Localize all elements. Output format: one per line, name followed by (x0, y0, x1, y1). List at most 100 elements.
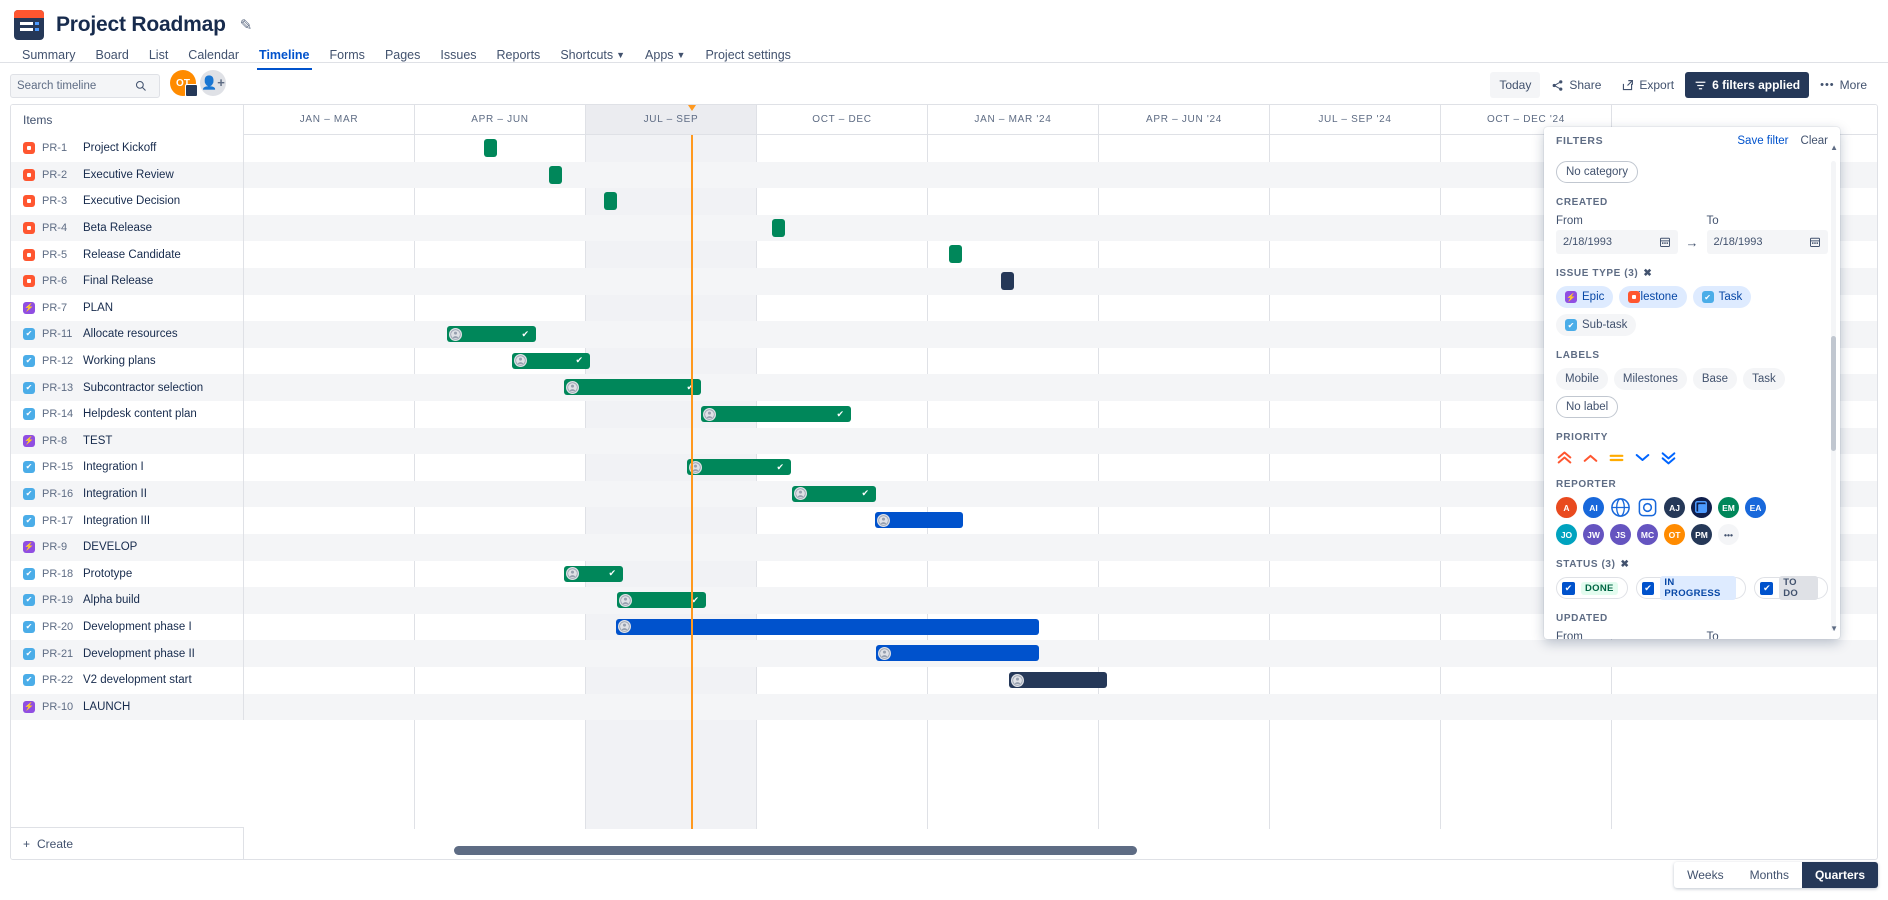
tab-forms[interactable]: Forms (320, 44, 375, 70)
row-label[interactable]: PR-17 Integration III (11, 507, 244, 534)
reporter-avatar[interactable]: ••• (1718, 524, 1739, 545)
row-label[interactable]: PR-19 Alpha build (11, 587, 244, 614)
row-label[interactable]: PR-7 PLAN (11, 294, 244, 322)
row-label[interactable]: PR-14 Helpdesk content plan (11, 401, 244, 428)
label-option[interactable]: Base (1692, 368, 1738, 390)
share-button[interactable]: Share (1542, 72, 1610, 98)
timeline-bar[interactable] (875, 512, 963, 529)
issue-type-option[interactable]: ⚡ Epic (1556, 286, 1614, 308)
timeline-bar[interactable]: ✔ (447, 326, 536, 343)
tab-list[interactable]: List (139, 44, 178, 70)
row-label[interactable]: PR-21 Development phase II (11, 640, 244, 667)
table-row[interactable]: PR-15 Integration I ✔ (11, 454, 1877, 481)
reporter-avatar[interactable]: MC (1637, 524, 1658, 545)
timeline-bar[interactable]: ✔ (792, 485, 876, 502)
issue-type-option[interactable]: Milestone (1619, 286, 1687, 308)
status-option[interactable]: ✔ IN PROGRESS (1635, 576, 1747, 600)
create-button[interactable]: + Create (11, 827, 244, 859)
reporter-avatar[interactable]: A (1556, 497, 1577, 518)
zoom-quarters[interactable]: Quarters (1801, 862, 1878, 888)
timeline-bar[interactable]: ✔ (701, 406, 851, 422)
row-label[interactable]: PR-20 Development phase I (11, 613, 244, 641)
timeline-bar[interactable]: ✔ (687, 459, 791, 476)
reporter-avatar[interactable]: JS (1610, 524, 1631, 545)
row-label[interactable]: PR-15 Integration I (11, 454, 244, 481)
today-button[interactable]: Today (1490, 72, 1541, 98)
low-priority-icon[interactable] (1634, 450, 1651, 465)
lifebuoy-icon[interactable] (1637, 497, 1658, 518)
row-label[interactable]: PR-12 Working plans (11, 347, 244, 375)
avatar[interactable]: OT (170, 70, 198, 97)
timeline-bar[interactable] (1009, 672, 1107, 688)
reporter-avatar[interactable]: EM (1718, 497, 1739, 518)
calendar-icon[interactable] (1809, 236, 1821, 248)
search-input[interactable] (17, 80, 135, 92)
row-label[interactable]: PR-4 Beta Release (11, 214, 244, 242)
table-row[interactable]: PR-7 PLAN (11, 294, 1877, 322)
filters-applied-button[interactable]: 6 filters applied (1685, 72, 1810, 98)
horizontal-scrollbar[interactable] (254, 846, 1869, 855)
label-option[interactable]: Task (1743, 368, 1785, 390)
issue-type-option[interactable]: ✔ Task (1692, 286, 1752, 308)
milestone-marker[interactable] (484, 139, 497, 157)
label-option[interactable]: Milestones (1613, 368, 1687, 390)
reporter-avatar[interactable]: AJ (1664, 497, 1685, 518)
checkbox[interactable]: ✔ (1562, 581, 1575, 595)
row-label[interactable]: PR-1 Project Kickoff (11, 135, 244, 162)
row-label[interactable]: PR-3 Executive Decision (11, 188, 244, 215)
tab-project-settings[interactable]: Project settings (695, 44, 800, 70)
lowest-priority-icon[interactable] (1660, 450, 1677, 465)
highest-priority-icon[interactable] (1556, 450, 1573, 465)
export-button[interactable]: Export (1612, 72, 1683, 98)
table-row[interactable]: PR-1 Project Kickoff (11, 135, 1877, 162)
clear-issue-type-icon[interactable]: ✖ (1643, 268, 1653, 279)
save-filter-link[interactable]: Save filter (1737, 135, 1789, 147)
row-label[interactable]: PR-22 V2 development start (11, 667, 244, 694)
reporter-avatar[interactable]: EA (1745, 497, 1766, 518)
tab-issues[interactable]: Issues (430, 44, 486, 70)
high-priority-icon[interactable] (1582, 450, 1599, 465)
table-row[interactable]: PR-22 V2 development start (11, 667, 1877, 694)
tab-board[interactable]: Board (85, 44, 138, 70)
reporter-avatar[interactable]: JW (1583, 524, 1604, 545)
table-row[interactable]: PR-20 Development phase I (11, 613, 1877, 641)
milestone-marker[interactable] (772, 218, 785, 237)
milestone-marker[interactable] (549, 165, 562, 184)
row-label[interactable]: PR-5 Release Candidate (11, 241, 244, 268)
more-button[interactable]: ••• More (1811, 72, 1876, 98)
clear-filters-link[interactable]: Clear (1800, 135, 1828, 147)
tab-calendar[interactable]: Calendar (178, 44, 249, 70)
checkbox[interactable]: ✔ (1641, 581, 1655, 595)
created-from-input[interactable]: 2/18/1993 (1556, 230, 1678, 254)
reporter-avatar[interactable]: OT (1664, 524, 1685, 545)
app-icon[interactable] (1691, 497, 1712, 518)
globe-icon[interactable] (1610, 497, 1631, 518)
row-label[interactable]: PR-11 Allocate resources (11, 321, 244, 348)
table-row[interactable]: PR-5 Release Candidate (11, 241, 1877, 268)
table-row[interactable]: PR-18 Prototype ✔ (11, 560, 1877, 588)
reporter-avatar[interactable]: PM (1691, 524, 1712, 545)
issue-type-option[interactable]: ✔ Sub-task (1556, 314, 1637, 336)
scrollbar-thumb[interactable] (454, 846, 1137, 855)
tab-timeline[interactable]: Timeline (249, 44, 319, 70)
reporter-avatar[interactable]: JO (1556, 524, 1577, 545)
milestone-marker[interactable] (949, 245, 962, 264)
clear-status-icon[interactable]: ✖ (1620, 559, 1630, 570)
timeline-bar[interactable]: ✔ (617, 592, 706, 609)
scrollbar-thumb[interactable] (1831, 336, 1836, 451)
milestone-marker[interactable] (604, 192, 617, 211)
table-row[interactable]: PR-21 Development phase II (11, 640, 1877, 667)
label-option[interactable]: Mobile (1556, 368, 1608, 390)
row-label[interactable]: PR-8 TEST (11, 427, 244, 455)
table-row[interactable]: PR-12 Working plans ✔ (11, 347, 1877, 375)
row-label[interactable]: PR-18 Prototype (11, 560, 244, 588)
tab-apps[interactable]: Apps ▼ (635, 44, 695, 70)
table-row[interactable]: PR-17 Integration III (11, 507, 1877, 534)
table-row[interactable]: PR-14 Helpdesk content plan ✔ (11, 401, 1877, 428)
scroll-up-icon[interactable]: ▲ (1830, 143, 1838, 152)
row-label[interactable]: PR-9 DEVELOP (11, 534, 244, 561)
created-to-input[interactable]: 2/18/1993 (1706, 230, 1828, 254)
category-chip[interactable]: No category (1556, 161, 1639, 183)
row-label[interactable]: PR-13 Subcontractor selection (11, 374, 244, 401)
status-option[interactable]: ✔ DONE (1556, 577, 1628, 599)
